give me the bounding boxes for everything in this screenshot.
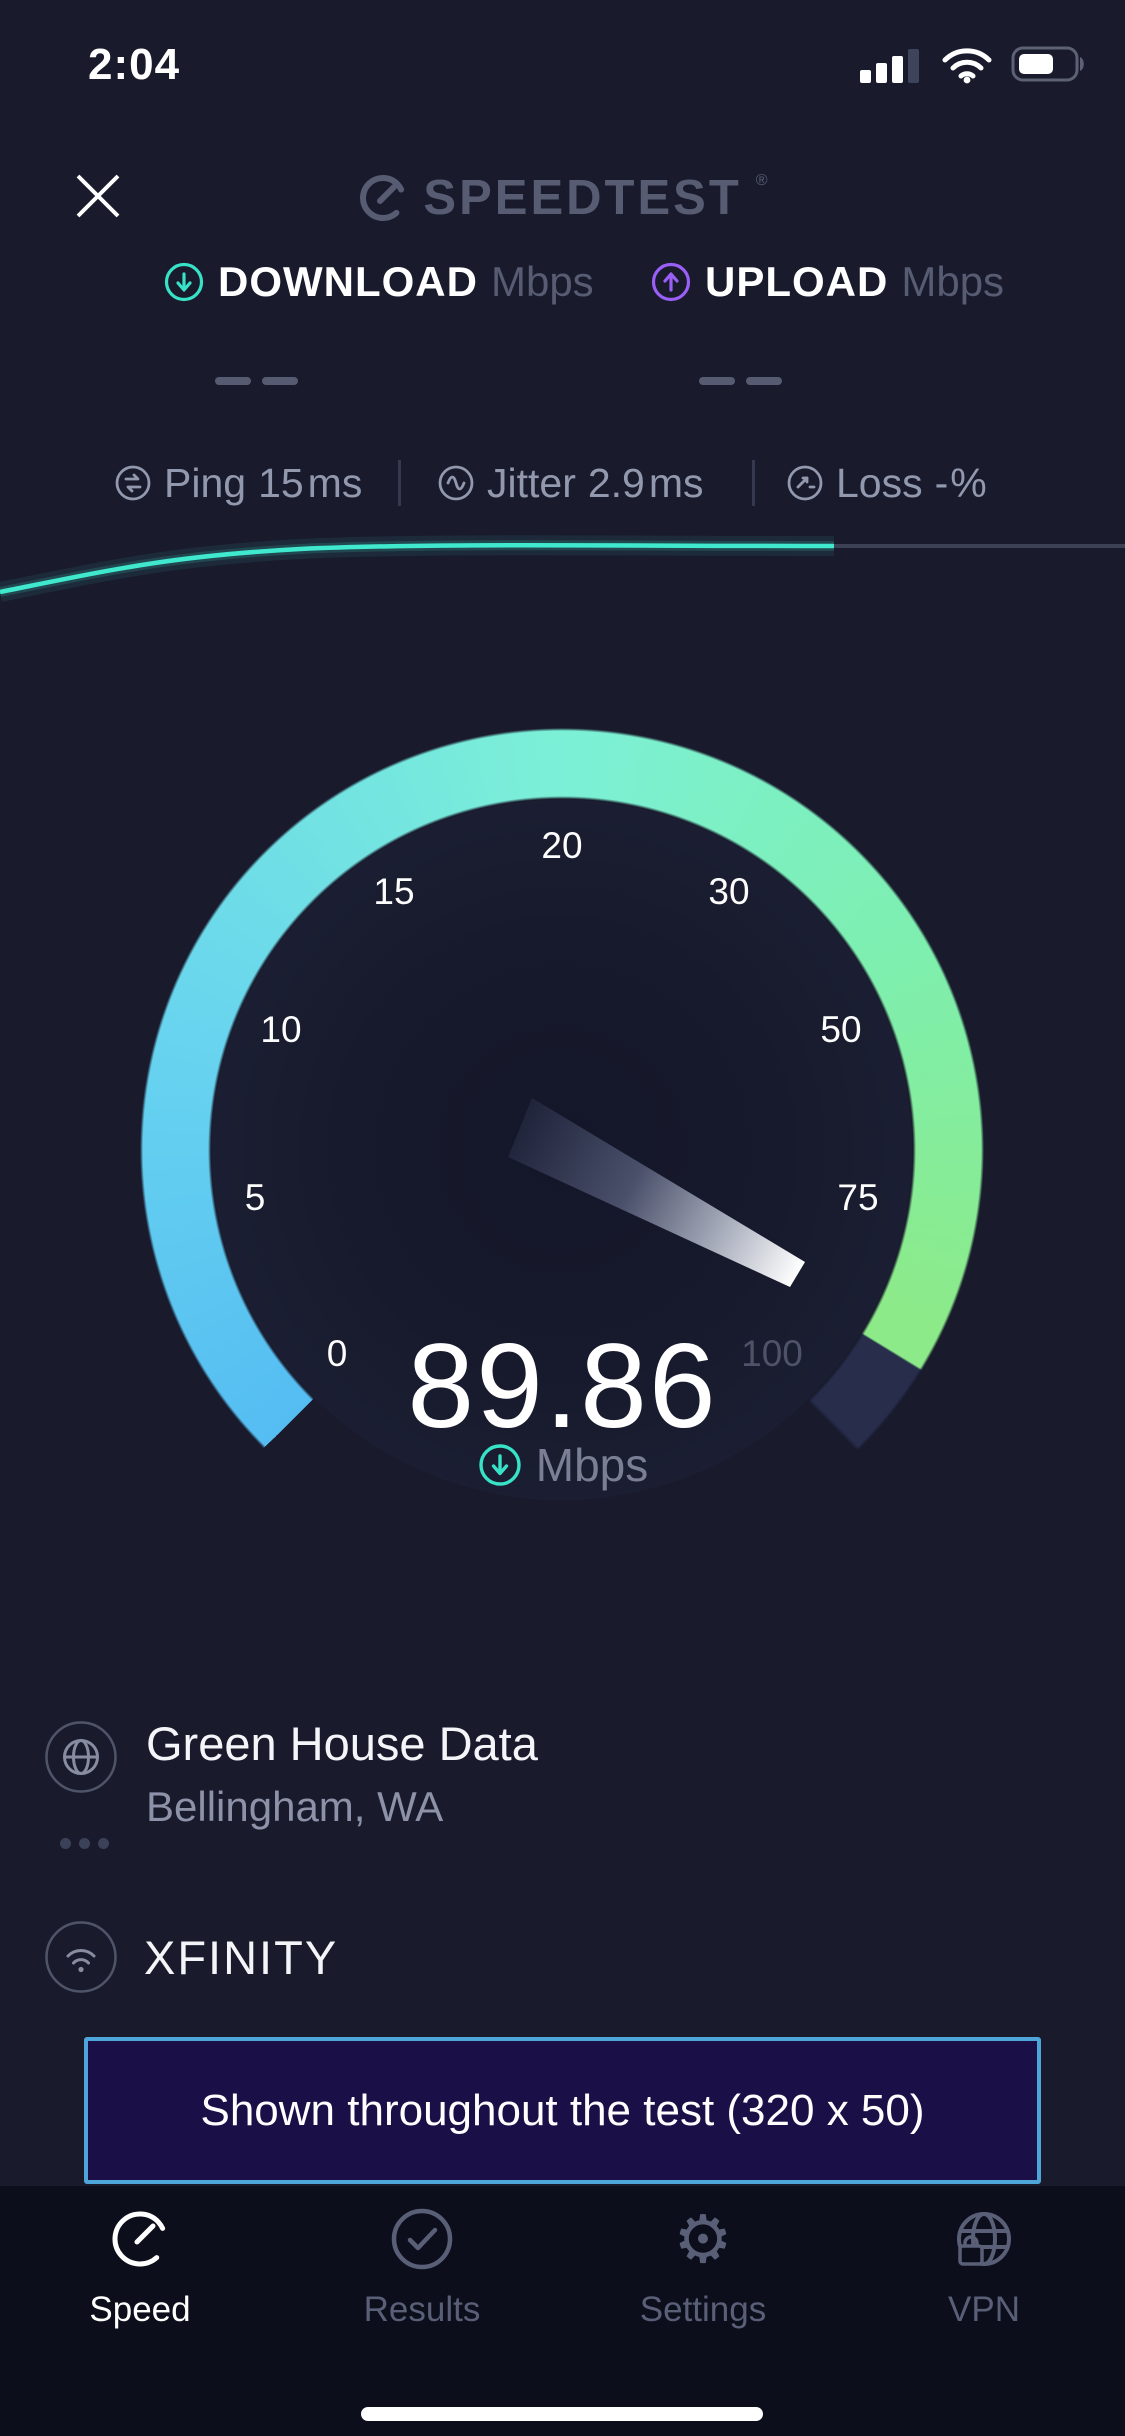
status-time: 2:04 [88,40,181,89]
gauge-tick-15: 15 [373,871,415,912]
tab-settings[interactable]: ⚙ Settings [593,2202,813,2330]
gauge-tick-30: 30 [708,871,750,912]
tab-vpn-label: VPN [948,2290,1020,2329]
tab-bar [0,2186,1125,2436]
throughput-line-chart [0,535,1125,602]
upload-label: UPLOAD [705,258,889,305]
upload-value-placeholder [699,377,782,385]
status-icons [859,40,1089,88]
jitter-icon [438,465,474,501]
loss-unit: % [950,459,987,506]
upload-arrow-icon [651,262,691,302]
tab-results-label: Results [363,2290,481,2329]
jitter-label: Jitter [487,459,576,506]
jitter-value: 2.9 [587,459,645,506]
jitter-stat: Jitter 2.9 ms [437,458,704,508]
wifi-ring-icon [45,1921,117,1993]
cellular-signal-icon [860,49,919,83]
tab-vpn[interactable]: VPN [874,2202,1094,2330]
vpn-globe-lock-icon [948,2202,1020,2276]
home-indicator[interactable] [361,2407,763,2421]
globe-icon [45,1721,117,1793]
loss-stat: Loss -% [786,458,987,508]
ad-banner-text: Shown throughout the test (320 x 50) [200,2085,925,2135]
download-label: DOWNLOAD [218,258,478,305]
battery-icon [1011,46,1084,82]
tab-speed[interactable]: Speed [30,2202,250,2330]
results-check-icon [387,2202,457,2276]
server-location: Bellingham, WA [146,1783,444,1830]
download-header: DOWNLOAD Mbps [163,258,594,306]
close-button[interactable] [70,168,126,224]
ad-banner[interactable]: Shown throughout the test (320 x 50) [84,2037,1041,2184]
server-row[interactable]: Green House Data Bellingham, WA [44,1720,538,1831]
ping-value: 15 [258,459,304,506]
ping-stat: Ping 15 ms [114,458,362,508]
download-unit: Mbps [490,258,594,305]
gauge-tick-75: 75 [837,1177,879,1218]
gauge-value: 89.86 [407,1319,718,1453]
divider [398,460,401,506]
upload-header: UPLOAD Mbps [650,258,1004,306]
speed-gauge-icon [105,2202,175,2276]
close-icon [76,174,120,218]
tab-results[interactable]: Results [312,2202,532,2330]
logo-text: SPEEDTEST [423,171,742,225]
gauge-tick-5: 5 [244,1177,266,1218]
loss-label: Loss [836,459,923,506]
wifi-icon [942,48,992,84]
download-arrow-icon [479,1444,521,1486]
gauge-tick-20: 20 [541,825,583,866]
gauge-tick-0: 0 [326,1333,348,1374]
server-info: Green House Data Bellingham, WA [146,1720,538,1831]
speedtest-gauge-icon [360,175,407,221]
jitter-unit: ms [648,459,704,506]
ping-label: Ping [164,459,247,506]
gauge-unit: Mbps [535,1439,649,1491]
isp-name: XFINITY [144,1930,339,1984]
isp-row: XFINITY [44,1920,338,1994]
gauge-unit-row: Mbps [0,1438,1125,1492]
ping-icon [115,465,151,501]
download-value-placeholder [215,377,298,385]
server-name: Green House Data [146,1717,538,1770]
ping-unit: ms [307,459,363,506]
download-arrow-icon [164,262,204,302]
speedtest-logo: SPEEDTEST ® [0,166,1125,230]
divider [752,460,755,506]
gauge-tick-10: 10 [260,1009,302,1050]
loss-value: - [934,459,949,506]
tab-settings-label: Settings [639,2290,767,2329]
registered-mark: ® [755,172,768,189]
tab-speed-label: Speed [89,2290,191,2329]
gauge-tick-100: 100 [741,1333,803,1374]
server-more-dots[interactable] [60,1838,109,1849]
settings-gear-icon: ⚙ [673,2202,733,2276]
upload-unit: Mbps [901,258,1005,305]
gauge-tick-50: 50 [820,1009,862,1050]
loss-icon [787,465,823,501]
